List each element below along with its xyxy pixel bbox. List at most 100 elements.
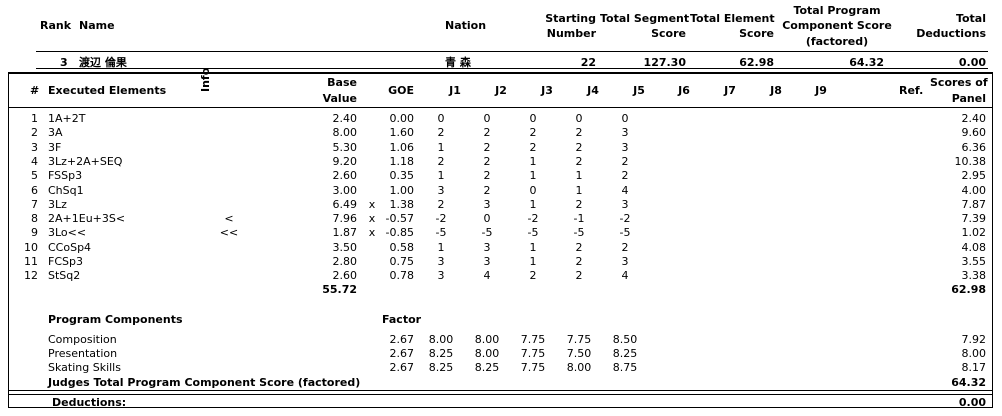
component-judge-score: 8.00 (474, 347, 500, 360)
element-base-value: 2.60 (332, 269, 358, 283)
base-value-header-2: Value (322, 92, 357, 105)
element-judge-score: 1 (437, 140, 445, 154)
element-goe: 0.78 (389, 269, 415, 283)
element-base-value: 9.20 (332, 154, 358, 168)
element-judge-score: 0 (621, 112, 629, 125)
table-left-border (8, 72, 9, 408)
j4-header: J4 (587, 84, 599, 97)
element-name: 3A (48, 126, 63, 140)
element-judge-score: 2 (483, 140, 491, 154)
element-number: 11 (24, 255, 38, 268)
element-goe: 1.60 (389, 126, 415, 140)
element-name: 2A+1Eu+3S< (48, 212, 126, 226)
element-judge-score: 2 (437, 197, 445, 211)
element-judge-score: 0 (437, 112, 445, 125)
element-base-value: 1.87 (332, 226, 358, 240)
element-judge-score: 3 (437, 269, 445, 283)
ref-header: Ref. (899, 84, 924, 97)
skater-rank: 3 (60, 56, 68, 69)
element-goe: 1.18 (389, 154, 415, 168)
skater-total-element-score: 62.98 (739, 56, 774, 69)
element-name: FSSp3 (48, 169, 83, 183)
component-judge-score: 7.75 (566, 333, 592, 346)
element-judge-score: 1 (575, 183, 583, 197)
component-name: Skating Skills (48, 361, 121, 374)
element-info: < (224, 212, 234, 226)
element-judge-score: 2 (621, 169, 629, 183)
table-bottom-rule (8, 407, 993, 408)
skater-total-segment-score: 127.30 (643, 56, 686, 69)
element-panel-score: 2.95 (961, 169, 987, 183)
element-goe: -0.85 (385, 226, 414, 240)
table-top-rule (8, 72, 993, 74)
component-judge-score: 8.00 (428, 333, 454, 346)
element-goe: 1.06 (389, 140, 415, 154)
element-judge-score: -5 (435, 226, 447, 240)
element-name: 3Lz (48, 197, 67, 211)
element-number: 8 (31, 212, 38, 226)
element-base-value: 8.00 (332, 126, 358, 140)
factor-header: Factor (382, 313, 422, 326)
element-goe: 0.35 (389, 169, 415, 183)
element-judge-score: 0 (483, 212, 491, 226)
j8-header: J8 (770, 84, 782, 97)
nation-header: Nation (445, 19, 487, 32)
element-judge-score: 4 (621, 183, 629, 197)
pcs-header-1: Total Program (793, 4, 881, 17)
component-panel-score: 7.92 (961, 333, 987, 346)
skater-nation: 青 森 (445, 56, 471, 69)
elements-header-rule (8, 107, 993, 108)
element-base-value: 3.00 (332, 183, 358, 197)
element-judge-score: 3 (621, 126, 629, 140)
element-judge-score: 1 (437, 240, 445, 254)
element-judge-score: 2 (483, 169, 491, 183)
element-judge-score: -1 (573, 212, 585, 226)
element-judge-score: 4 (621, 269, 629, 283)
j3-header: J3 (541, 84, 553, 97)
pcs-total-rule (8, 390, 993, 391)
element-number: 7 (31, 197, 38, 211)
element-base-value: 7.96 (332, 212, 358, 226)
component-judge-score: 7.75 (520, 347, 546, 360)
program-components-title: Program Components (48, 313, 183, 326)
element-name: ChSq1 (48, 183, 84, 197)
element-panel-score: 7.39 (961, 212, 987, 226)
deductions-header-2: Deductions (916, 27, 986, 40)
element-panel-score: 3.38 (961, 269, 987, 283)
element-judge-score: 2 (483, 126, 491, 140)
tss-header-1: Total Segment (600, 12, 690, 25)
starting-number-header-1: Starting (545, 12, 596, 25)
element-judge-score: 1 (529, 240, 537, 254)
element-base-value: 5.30 (332, 140, 358, 154)
element-goe: 0.75 (389, 255, 415, 268)
info-column-header: Info (199, 67, 212, 92)
element-judge-score: 0 (529, 112, 537, 125)
element-judge-score: 3 (621, 140, 629, 154)
component-judge-score: 8.00 (566, 361, 592, 374)
element-judge-score: 1 (575, 169, 583, 183)
j7-header: J7 (724, 84, 736, 97)
element-goe: 1.38 (389, 197, 415, 211)
element-judge-score: -5 (527, 226, 539, 240)
element-x-marker: x (368, 226, 376, 240)
element-judge-score: 0 (575, 112, 583, 125)
element-judge-score: 0 (529, 183, 537, 197)
component-judge-score: 7.75 (520, 333, 546, 346)
component-factor: 2.67 (389, 347, 415, 360)
element-panel-score: 4.08 (961, 240, 987, 254)
element-judge-score: 1 (437, 169, 445, 183)
j2-header: J2 (495, 84, 507, 97)
element-number: 9 (31, 226, 38, 240)
rank-header: Rank (40, 19, 72, 32)
element-base-value: 6.49 (332, 197, 358, 211)
element-judge-score: 1 (529, 169, 537, 183)
element-base-value: 2.40 (332, 112, 358, 125)
tes-header-2: Score (739, 27, 774, 40)
component-judge-score: 8.75 (612, 361, 638, 374)
skater-starting-number: 22 (580, 56, 596, 69)
element-judge-score: 3 (483, 240, 491, 254)
element-judge-score: 2 (575, 240, 583, 254)
element-judge-score: 2 (575, 154, 583, 168)
element-judge-score: 2 (621, 154, 629, 168)
component-name: Presentation (48, 347, 118, 360)
